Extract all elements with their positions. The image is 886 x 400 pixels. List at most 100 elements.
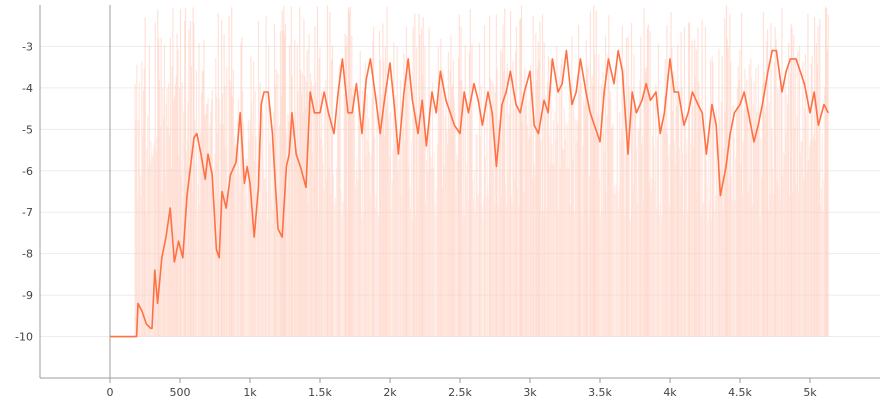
band-spike bbox=[501, 52, 503, 337]
band-spike bbox=[470, 97, 472, 337]
x-tick-label: 5k bbox=[803, 386, 817, 399]
band-spike bbox=[409, 186, 411, 337]
band-spike bbox=[639, 80, 641, 337]
band-spike bbox=[371, 97, 373, 337]
band-spike bbox=[576, 119, 578, 337]
band-spike bbox=[516, 188, 518, 337]
band-spike bbox=[674, 164, 676, 337]
band-spike bbox=[733, 137, 735, 337]
band-spike bbox=[520, 5, 523, 337]
band-spike bbox=[363, 87, 366, 337]
band-spike bbox=[510, 197, 513, 337]
band-spike bbox=[548, 134, 550, 337]
band-spike bbox=[431, 168, 433, 337]
band-spike bbox=[725, 111, 727, 337]
band-spike bbox=[163, 44, 166, 337]
band-spike bbox=[317, 214, 319, 337]
band-spike bbox=[158, 38, 160, 337]
band-spike bbox=[296, 44, 298, 337]
band-spike bbox=[184, 8, 187, 337]
band-spike bbox=[314, 26, 316, 337]
band-spike bbox=[515, 26, 518, 337]
band-spike bbox=[578, 24, 580, 337]
band-spike bbox=[814, 141, 817, 337]
band-spike bbox=[685, 152, 687, 337]
band-spike bbox=[791, 27, 793, 337]
band-spike bbox=[713, 113, 715, 337]
band-spike bbox=[701, 19, 703, 337]
band-spike bbox=[378, 216, 380, 337]
band-spike bbox=[263, 178, 266, 337]
band-spike bbox=[493, 84, 495, 337]
band-spike bbox=[359, 50, 361, 337]
band-spike bbox=[306, 49, 308, 337]
band-spike bbox=[760, 137, 762, 337]
band-spike bbox=[162, 88, 164, 337]
band-spike bbox=[192, 7, 194, 337]
band-spike bbox=[358, 89, 360, 337]
band-spike bbox=[786, 94, 788, 337]
band-spike bbox=[257, 165, 259, 337]
band-spike bbox=[698, 99, 701, 337]
band-spike bbox=[667, 156, 670, 337]
band-spike bbox=[254, 91, 256, 337]
band-spike bbox=[496, 68, 498, 337]
band-spike bbox=[251, 102, 253, 337]
band-spike bbox=[236, 174, 238, 337]
band-spike bbox=[577, 122, 579, 337]
band-spike bbox=[794, 57, 796, 337]
band-spike bbox=[523, 192, 525, 337]
band-spike bbox=[594, 134, 597, 337]
x-tick-label: 3.5k bbox=[588, 386, 612, 399]
band-spike bbox=[514, 178, 516, 337]
band-spike bbox=[420, 128, 422, 337]
band-spike bbox=[766, 41, 768, 337]
band-spike bbox=[428, 27, 430, 337]
band-spike bbox=[804, 53, 807, 337]
band-spike bbox=[648, 181, 650, 337]
band-spike bbox=[179, 87, 181, 337]
band-spike bbox=[466, 161, 468, 337]
band-spike bbox=[264, 178, 266, 337]
band-spike bbox=[574, 119, 576, 337]
band-spike bbox=[225, 146, 227, 337]
band-spike bbox=[352, 94, 354, 337]
band-spike bbox=[603, 131, 605, 337]
band-spike bbox=[768, 101, 770, 337]
band-spike bbox=[537, 41, 539, 337]
band-spike bbox=[640, 36, 642, 337]
band-spike bbox=[598, 54, 600, 337]
band-spike bbox=[739, 49, 741, 337]
band-spike bbox=[205, 113, 207, 337]
band-spike bbox=[388, 118, 390, 337]
band-spike bbox=[368, 151, 371, 337]
band-spike bbox=[459, 80, 461, 337]
band-spike bbox=[469, 9, 471, 337]
band-spike bbox=[654, 180, 656, 337]
band-spike bbox=[173, 101, 175, 337]
band-spike bbox=[770, 23, 772, 337]
band-spike bbox=[793, 34, 795, 337]
band-spike bbox=[614, 185, 616, 337]
band-spike bbox=[231, 96, 234, 337]
band-spike bbox=[699, 109, 702, 337]
band-spike bbox=[582, 145, 584, 337]
band-spike bbox=[277, 73, 279, 337]
band-spike bbox=[332, 174, 334, 337]
band-spike bbox=[274, 84, 276, 337]
band-spike bbox=[407, 164, 409, 337]
band-spike bbox=[727, 46, 729, 337]
band-spike bbox=[432, 167, 434, 337]
band-spike bbox=[146, 149, 148, 337]
band-spike bbox=[524, 67, 526, 337]
band-spike bbox=[266, 192, 268, 337]
band-spike bbox=[222, 124, 224, 337]
band-spike bbox=[737, 65, 739, 337]
band-spike bbox=[571, 36, 573, 337]
band-spike bbox=[700, 216, 702, 337]
band-spike bbox=[199, 203, 201, 337]
band-spike bbox=[558, 76, 560, 337]
band-spike bbox=[613, 193, 615, 337]
band-spike bbox=[650, 189, 652, 337]
